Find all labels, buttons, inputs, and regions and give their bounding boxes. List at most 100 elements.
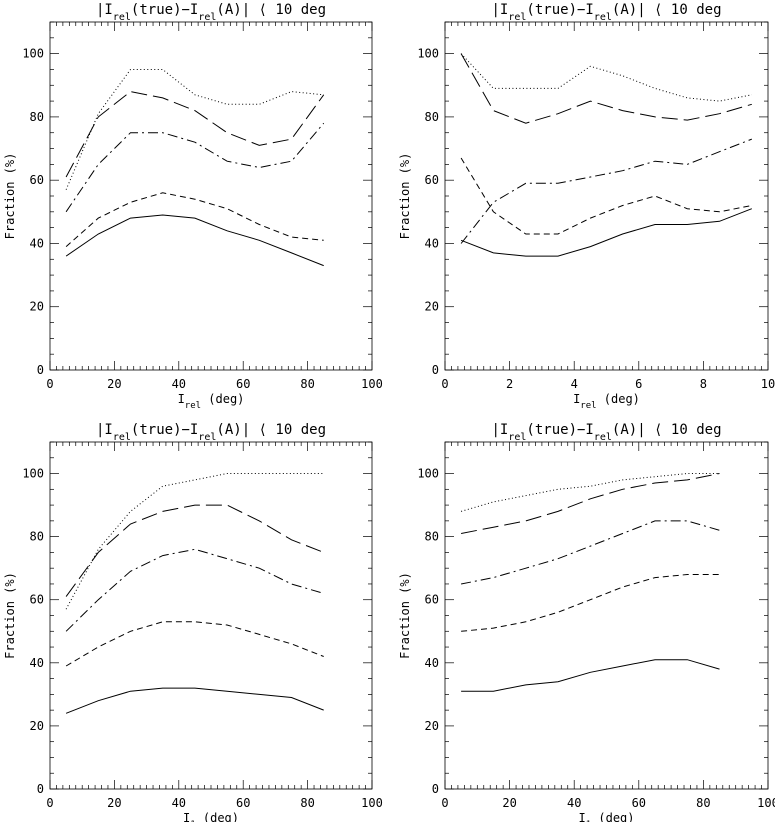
x-tick-label: 0 [441,377,448,391]
x-tick-label: 0 [46,796,53,810]
y-tick-label: 60 [30,173,44,187]
title-segment: (A)| ⟨ 10 deg [612,422,722,438]
series-line-dotted [65,69,324,190]
x-label-unit: (deg) [597,392,640,406]
x-tick-label: 10 [761,377,775,391]
x-tick-label: 8 [700,377,707,391]
title-segment: (A)| ⟨ 10 deg [216,422,326,438]
series-line-dashdot [460,138,752,244]
title-segment: |I [492,422,509,438]
x-tick-label: 60 [236,796,250,810]
title-segment: |I [492,2,509,18]
y-tick-label: 80 [425,110,439,124]
series-line-dotted [460,473,720,512]
series-line-longdash [65,91,325,178]
title-segment: |I [96,2,113,18]
x-tick-label: 40 [172,377,186,391]
x-tick-label: 60 [236,377,250,391]
series-line-dashdot [65,548,324,632]
title-segment: (A)| ⟨ 10 deg [216,2,326,18]
title-subscript: rel [198,432,216,443]
y-axis-label: Fraction (%) [398,153,412,240]
series-line-dashdot [65,122,325,213]
x-axis-label: Irel (deg) [178,392,245,411]
series-line-longdash [461,473,720,534]
x-tick-label: 80 [696,796,710,810]
title-segment: (true)−I [526,422,593,438]
x-label-main: I [578,811,585,822]
x-tick-label: 80 [300,377,314,391]
panel-title: |Irel(true)−Irel(A)| ⟨ 10 deg [492,422,722,443]
x-tick-label: 20 [107,377,121,391]
x-tick-label: 2 [506,377,513,391]
y-tick-label: 80 [30,530,44,544]
title-segment: |I [96,422,113,438]
x-tick-label: 0 [46,377,53,391]
x-tick-label: 20 [107,796,121,810]
title-subscript: rel [508,12,526,23]
y-axis-label: Fraction (%) [398,572,412,659]
y-tick-label: 20 [30,300,44,314]
x-label-subscript: 1 [586,820,591,822]
series-line-solid [460,208,752,257]
panel-title: |Irel(true)−Irel(A)| ⟨ 10 deg [96,2,326,23]
y-tick-label: 0 [432,782,439,796]
series-line-dashed [65,621,324,667]
title-segment: (true)−I [526,2,593,18]
y-tick-label: 40 [30,656,44,670]
title-segment: (true)−I [131,2,198,18]
y-tick-label: 40 [30,236,44,250]
series-line-dashed [460,157,752,235]
x-tick-label: 80 [300,796,314,810]
y-tick-label: 60 [425,593,439,607]
series-line-longdash [460,53,752,124]
panel-2: 0 2 4 6 8 10020406080100|Irel(true)−Irel(A)| … [398,2,775,411]
y-tick-label: 0 [432,363,439,377]
panel-title: |Irel(true)−Irel(A)| ⟨ 10 deg [96,422,326,443]
title-subscript: rel [594,12,612,23]
y-tick-label: 100 [417,467,439,481]
y-tick-label: 100 [22,47,44,61]
title-segment: (A)| ⟨ 10 deg [612,2,722,18]
x-label-main: I [178,392,185,406]
series-line-solid [65,687,324,714]
title-subscript: rel [198,12,216,23]
x-label-main: I [183,811,190,822]
x-label-subscript: 1 [190,820,195,822]
series-line-solid [65,214,324,267]
panel-title: |Irel(true)−Irel(A)| ⟨ 10 deg [492,2,722,23]
x-axis-label: I1 (deg) [183,811,239,822]
x-label-unit: (deg) [201,392,244,406]
x-tick-label: 20 [502,796,516,810]
x-label-subscript: rel [580,401,596,411]
y-tick-label: 60 [30,593,44,607]
y-tick-label: 80 [30,110,44,124]
y-axis-label: Fraction (%) [3,572,17,659]
x-tick-label: 40 [172,796,186,810]
panel-3: 0 20 40 60 80 100020406080100|Irel(true)−Irel… [3,422,383,822]
x-label-unit: (deg) [196,811,239,822]
title-subscript: rel [113,12,131,23]
x-tick-label: 4 [571,377,578,391]
y-tick-label: 100 [22,467,44,481]
plot-frame [444,441,769,790]
y-tick-label: 60 [425,173,439,187]
x-tick-label: 100 [361,377,383,391]
y-tick-label: 80 [425,530,439,544]
title-subscript: rel [113,432,131,443]
y-axis-label: Fraction (%) [3,153,17,240]
x-tick-label: 6 [635,377,642,391]
y-tick-label: 40 [425,656,439,670]
series-line-dotted [65,473,324,610]
x-tick-label: 60 [632,796,646,810]
x-axis-label: I1 (deg) [578,811,634,822]
x-tick-label: 40 [567,796,581,810]
y-tick-label: 20 [425,719,439,733]
title-subscript: rel [594,432,612,443]
series-line-dashdot [461,520,720,585]
y-tick-label: 100 [417,47,439,61]
title-subscript: rel [508,432,526,443]
plot-frame [49,21,373,371]
series-line-dashed [461,574,720,632]
